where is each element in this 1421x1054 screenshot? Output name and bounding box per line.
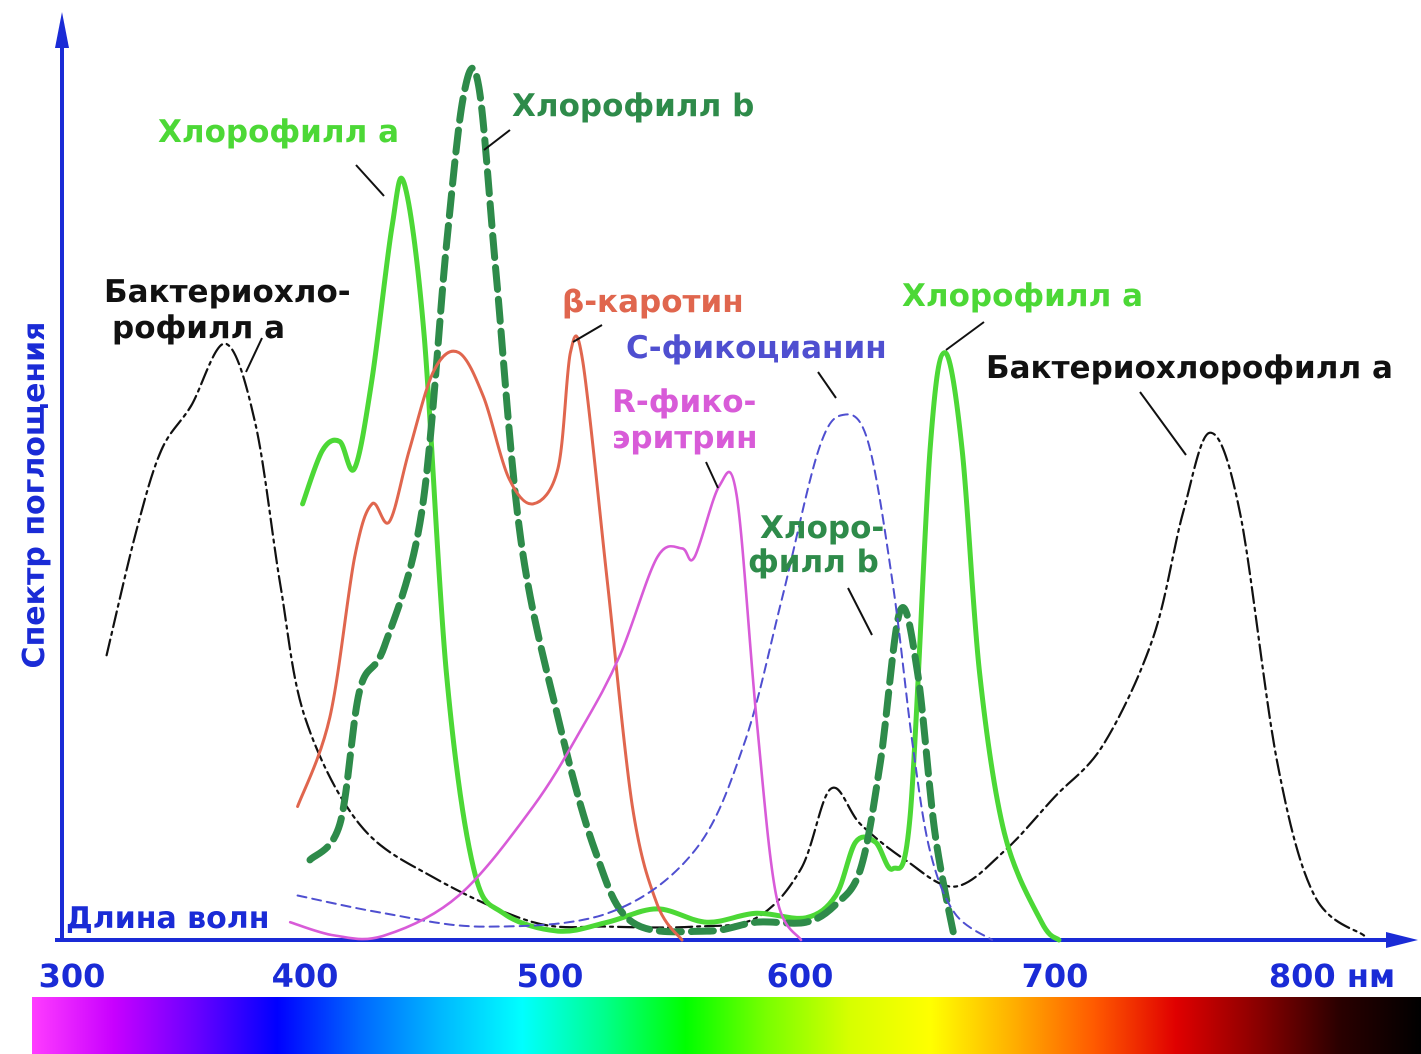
leader-line — [847, 587, 873, 636]
y-axis-label: Спектр поглощения — [17, 322, 52, 669]
x-axis-arrow-icon — [1386, 932, 1418, 948]
leader-line — [245, 337, 263, 373]
label-chlorophyll-b-blue-peak: Хлорофилл b — [512, 88, 754, 124]
label-bacteriochlorophyll-a-uv-line2: рофилл а — [112, 310, 285, 346]
leader-line — [1139, 391, 1187, 456]
label-bacteriochlorophyll-a-ir: Бактериохлорофилл а — [986, 350, 1393, 386]
leader-line — [817, 371, 837, 399]
leader-lines — [245, 129, 1187, 636]
visible-spectrum-bar — [32, 997, 1421, 1054]
label-chlorophyll-b-red-peak-line1: Хлоро- — [760, 510, 884, 546]
label-chlorophyll-b-red-peak-line2: филл b — [748, 544, 879, 580]
curve-bchl — [105, 342, 1366, 937]
series-curves — [105, 64, 1366, 944]
label-r-phycoerythrin-line1: R-фико- — [612, 384, 756, 420]
curve-chl_b — [306, 64, 959, 944]
x-tick-label: 600 — [767, 957, 834, 995]
label-c-phycocyanin: С-фикоцианин — [626, 330, 887, 366]
leader-line — [572, 324, 603, 343]
curve-phycoerythrin — [288, 470, 803, 942]
x-tick-label: 800 нм — [1269, 957, 1395, 995]
y-axis-arrow-icon — [55, 12, 69, 48]
x-tick-label: 500 — [517, 957, 584, 995]
label-beta-carotene: β-каротин — [562, 284, 744, 320]
leader-line — [355, 164, 385, 197]
leader-line — [945, 321, 985, 351]
label-chlorophyll-a-blue-peak: Хлорофилл а — [158, 114, 399, 150]
x-tick-label: 400 — [272, 957, 339, 995]
x-axis-label: Длина волн — [66, 901, 269, 936]
curve-chl_a — [300, 175, 1062, 943]
x-tick-label: 300 — [39, 957, 106, 995]
x-tick-labels: 300 400 500 600 700 800 нм — [39, 957, 1396, 995]
leader-line — [705, 461, 719, 489]
curve-phycocyanin — [296, 413, 993, 941]
label-chlorophyll-a-red-peak: Хлорофилл а — [902, 278, 1143, 314]
label-r-phycoerythrin-line2: эритрин — [612, 420, 758, 456]
label-bacteriochlorophyll-a-uv-line1: Бактериохло- — [104, 274, 351, 310]
leader-line — [483, 129, 511, 151]
x-tick-label: 700 — [1022, 957, 1089, 995]
